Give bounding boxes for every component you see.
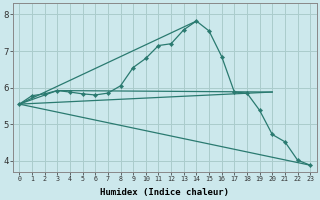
X-axis label: Humidex (Indice chaleur): Humidex (Indice chaleur) [100, 188, 229, 197]
